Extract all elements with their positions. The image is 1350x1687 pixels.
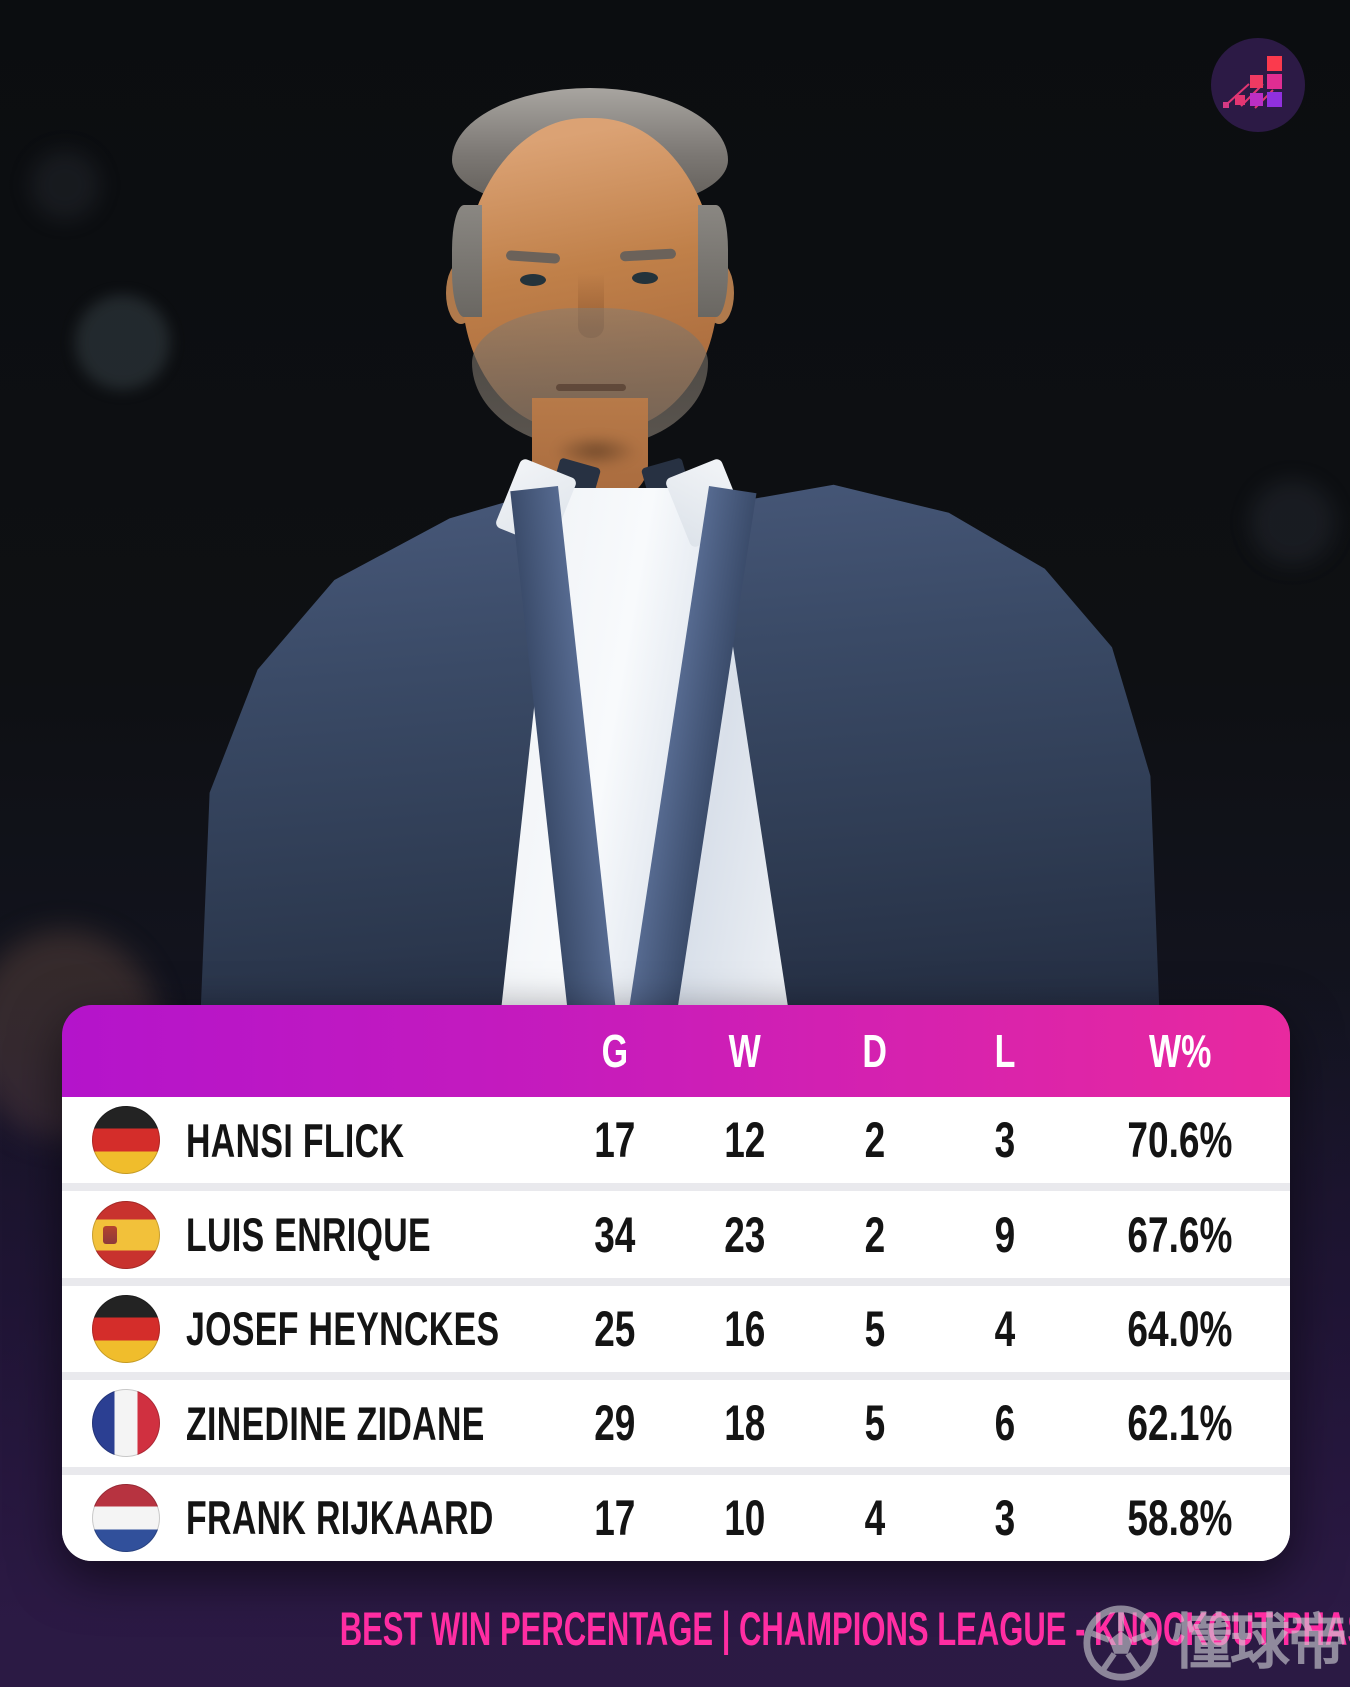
- germany-flag-icon: [92, 1294, 160, 1363]
- manager-cell: LUIS ENRIQUE: [62, 1200, 550, 1269]
- games-value: 29: [594, 1395, 636, 1452]
- spain-flag-icon: [92, 1200, 160, 1269]
- soccer-ball-icon: [1083, 1605, 1159, 1681]
- caption-title: BEST WIN PERCENTAGE | CHAMPIONS LEAGUE -…: [339, 1602, 1350, 1655]
- games-value: 17: [594, 1489, 636, 1546]
- win-pct-value: 70.6%: [1127, 1112, 1233, 1169]
- games-value: 34: [594, 1206, 636, 1263]
- header-win-pct: W%: [1148, 1025, 1212, 1077]
- header-wins: W: [728, 1025, 762, 1077]
- table-header: G W D L W%: [62, 1005, 1290, 1097]
- header-draws: D: [862, 1025, 888, 1077]
- wins-value: 18: [724, 1395, 766, 1452]
- eye: [632, 272, 658, 284]
- netherlands-flag-icon: [92, 1483, 160, 1552]
- wins-value: 23: [724, 1206, 766, 1263]
- table-body: HANSI FLICK 17 12 2 3 70.6% LUIS ENRIQUE…: [62, 1097, 1290, 1561]
- games-value: 25: [594, 1300, 636, 1357]
- manager-cell: HANSI FLICK: [62, 1106, 550, 1175]
- manager-cell: ZINEDINE ZIDANE: [62, 1389, 550, 1458]
- win-pct-value: 67.6%: [1127, 1206, 1233, 1263]
- mouth: [556, 384, 626, 391]
- losses-value: 3: [994, 1112, 1016, 1169]
- win-pct-value: 58.8%: [1127, 1489, 1233, 1546]
- germany-flag-icon: [92, 1106, 160, 1175]
- table-row: HANSI FLICK 17 12 2 3 70.6%: [62, 1097, 1290, 1184]
- losses-value: 4: [994, 1300, 1016, 1357]
- stats-table: G W D L W% HANSI FLICK 17 12 2 3 70.6%: [62, 1005, 1290, 1561]
- france-flag-icon: [92, 1389, 160, 1458]
- draws-value: 2: [864, 1112, 886, 1169]
- table-row: LUIS ENRIQUE 34 23 2 9 67.6%: [62, 1191, 1290, 1278]
- manager-name: HANSI FLICK: [186, 1113, 405, 1167]
- wins-value: 16: [724, 1300, 766, 1357]
- table-row: JOSEF HEYNCKES 25 16 5 4 64.0%: [62, 1285, 1290, 1373]
- draws-value: 5: [864, 1395, 886, 1452]
- wins-value: 12: [724, 1112, 766, 1169]
- hair-side: [452, 205, 482, 317]
- losses-value: 9: [994, 1206, 1016, 1263]
- manager-name: ZINEDINE ZIDANE: [186, 1396, 485, 1450]
- manager-name: FRANK RIJKAARD: [186, 1491, 494, 1545]
- manager-cell: FRANK RIJKAARD: [62, 1483, 550, 1552]
- header-games: G: [601, 1025, 629, 1077]
- hair-side: [698, 205, 728, 317]
- manager-name: LUIS ENRIQUE: [186, 1208, 431, 1262]
- watermark: 懂球帝: [1082, 1604, 1348, 1682]
- table-row: FRANK RIJKAARD 17 10 4 3 58.8%: [62, 1474, 1290, 1561]
- watermark-text: 懂球帝: [1172, 1608, 1348, 1678]
- win-pct-value: 64.0%: [1127, 1300, 1233, 1357]
- eye: [520, 274, 546, 286]
- draws-value: 2: [864, 1206, 886, 1263]
- draws-value: 4: [864, 1489, 886, 1546]
- stairs-growth-logo-icon: [1211, 38, 1305, 132]
- losses-value: 6: [994, 1395, 1016, 1452]
- draws-value: 5: [864, 1300, 886, 1357]
- table-row: ZINEDINE ZIDANE 29 18 5 6 62.1%: [62, 1380, 1290, 1467]
- losses-value: 3: [994, 1489, 1016, 1546]
- games-value: 17: [594, 1112, 636, 1169]
- win-pct-value: 62.1%: [1127, 1395, 1233, 1452]
- wins-value: 10: [724, 1489, 766, 1546]
- header-losses: L: [994, 1025, 1016, 1077]
- manager-name: JOSEF HEYNCKES: [186, 1302, 500, 1356]
- manager-cell: JOSEF HEYNCKES: [62, 1294, 550, 1363]
